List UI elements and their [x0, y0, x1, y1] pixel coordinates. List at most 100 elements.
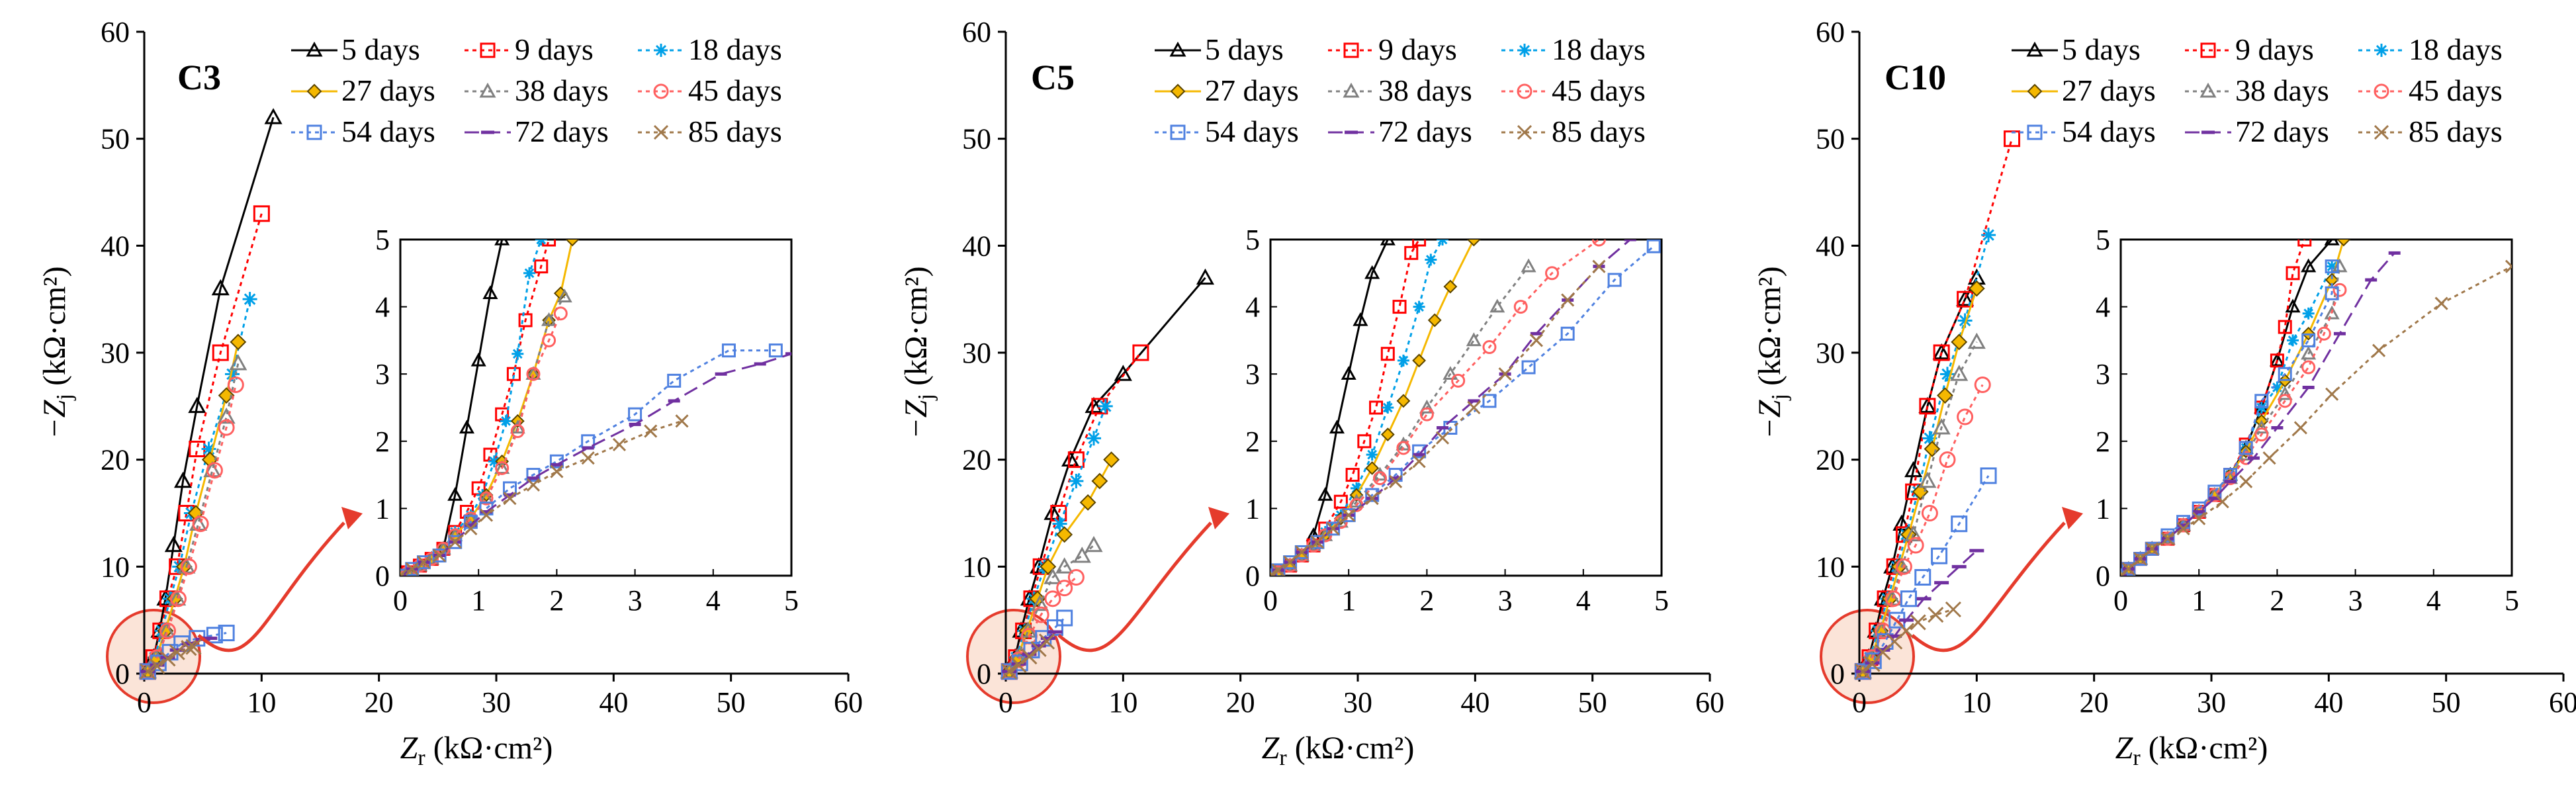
data-point	[1931, 547, 1948, 564]
legend-marker	[480, 42, 496, 58]
inset-data-point	[628, 407, 643, 422]
inset-data-point	[1529, 333, 1543, 347]
inset-data-point	[526, 478, 541, 492]
legend-marker	[2199, 82, 2217, 98]
legend-item: 5 days	[291, 32, 420, 66]
inset-x-tick-label: 1	[471, 584, 486, 617]
y-tick-label: 10	[962, 551, 991, 583]
legend-label: 38 days	[1378, 73, 1472, 107]
inset-data-point	[2270, 353, 2284, 368]
series-line	[1008, 277, 1206, 672]
inset-data-point	[2325, 259, 2339, 274]
data-point	[1939, 451, 1956, 468]
data-point	[1950, 365, 1969, 381]
inset-data-point	[470, 352, 486, 367]
inset-data-point	[1364, 265, 1380, 279]
legend-label: 5 days	[2062, 32, 2141, 66]
x-tick-label: 50	[1578, 686, 1607, 719]
inset-y-tick-label: 5	[1245, 224, 1260, 256]
x-tick-label: 40	[1460, 686, 1489, 719]
data-point	[164, 535, 183, 553]
data-point	[1957, 408, 1974, 425]
inset-data-point	[2287, 334, 2299, 347]
inset-plot: 00 1 1 2 2 3 3 4 4 5 5	[1245, 224, 1669, 617]
inset-data-point	[482, 285, 498, 299]
legend-label: 54 days	[2062, 114, 2156, 148]
inset-data-point	[2121, 562, 2135, 576]
data-point	[212, 344, 229, 361]
inset-data-point	[1341, 366, 1356, 380]
x-tick-label: 10	[247, 686, 276, 719]
inset-x-tick-label: 4	[706, 584, 721, 617]
inset-data-point	[1412, 444, 1427, 459]
inset-data-point	[1295, 545, 1309, 559]
inset-data-point	[1372, 471, 1387, 486]
inset-data-point	[511, 347, 524, 360]
legend-item: 27 days	[2012, 73, 2156, 107]
series-line	[1008, 576, 1077, 672]
legend-marker	[2026, 41, 2043, 57]
data-point	[1103, 451, 1120, 468]
inset-data-point	[510, 420, 525, 434]
inset-y-tick-label: 0	[1245, 560, 1260, 592]
y-tick-label: 0	[115, 658, 130, 690]
legend-item: 9 days	[1328, 32, 1457, 66]
y-tick-label: 20	[101, 444, 130, 476]
data-point	[1951, 333, 1968, 351]
legend-label: 72 days	[2235, 114, 2329, 148]
data-point	[1895, 558, 1912, 575]
x-axis-label: Zr (kΩ·cm²)	[2115, 731, 2268, 770]
inset-data-point	[435, 541, 451, 555]
legend-label: 9 days	[1378, 32, 1457, 66]
inset-data-point	[1270, 568, 1278, 576]
data-point	[1919, 398, 1936, 415]
zoom-arrow	[1057, 521, 1212, 652]
inset-data-point	[525, 366, 541, 380]
inset-data-point	[675, 414, 689, 428]
data-point	[157, 621, 176, 638]
legend-marker	[653, 83, 669, 99]
y-tick-label: 0	[977, 658, 991, 690]
inset-data-point	[2324, 305, 2340, 320]
data-point	[1196, 268, 1215, 285]
data-point	[1001, 663, 1018, 680]
inset-data-point	[541, 312, 557, 326]
inset-data-point	[1380, 347, 1395, 361]
data-point	[159, 622, 176, 639]
legend-label: 72 days	[1378, 114, 1472, 148]
inset-data-point	[1591, 240, 1606, 247]
inset-data-point	[2325, 286, 2339, 300]
inset-data-point	[1365, 492, 1379, 506]
inset-y-tick-label: 3	[2096, 358, 2110, 390]
legend-marker	[1170, 124, 1186, 140]
data-point	[218, 387, 235, 404]
legend-item: 85 days	[1501, 114, 1646, 148]
inset-series-85-days	[1270, 259, 1606, 576]
y-tick-label: 40	[1816, 230, 1845, 262]
inset-x-tick-label: 0	[1263, 584, 1278, 617]
data-point	[1039, 633, 1055, 650]
data-point	[1865, 652, 1882, 670]
data-point	[1044, 590, 1061, 607]
legend-item: 72 days	[465, 114, 609, 148]
series-line	[146, 298, 251, 672]
inset-data-point	[1482, 394, 1497, 408]
inset-data-point	[2215, 495, 2229, 509]
inset-data-point	[523, 267, 536, 279]
inset-data-point	[550, 465, 564, 478]
legend-item: 5 days	[1155, 32, 1284, 66]
inset-data-point	[2192, 501, 2206, 515]
series-54-days	[1854, 467, 1997, 680]
y-tick-label: 60	[101, 16, 130, 48]
inset-series-85-days	[400, 414, 689, 576]
inset-y-tick-label: 0	[2096, 560, 2110, 592]
series-9-days	[139, 205, 270, 680]
inset-data-point	[2324, 240, 2340, 245]
data-point	[1873, 621, 1891, 638]
legend-item: 45 days	[1501, 73, 1646, 107]
zoom-arrow-head	[1208, 507, 1229, 529]
legend-item: 38 days	[2185, 73, 2329, 107]
legend-item: 54 days	[2012, 114, 2156, 148]
